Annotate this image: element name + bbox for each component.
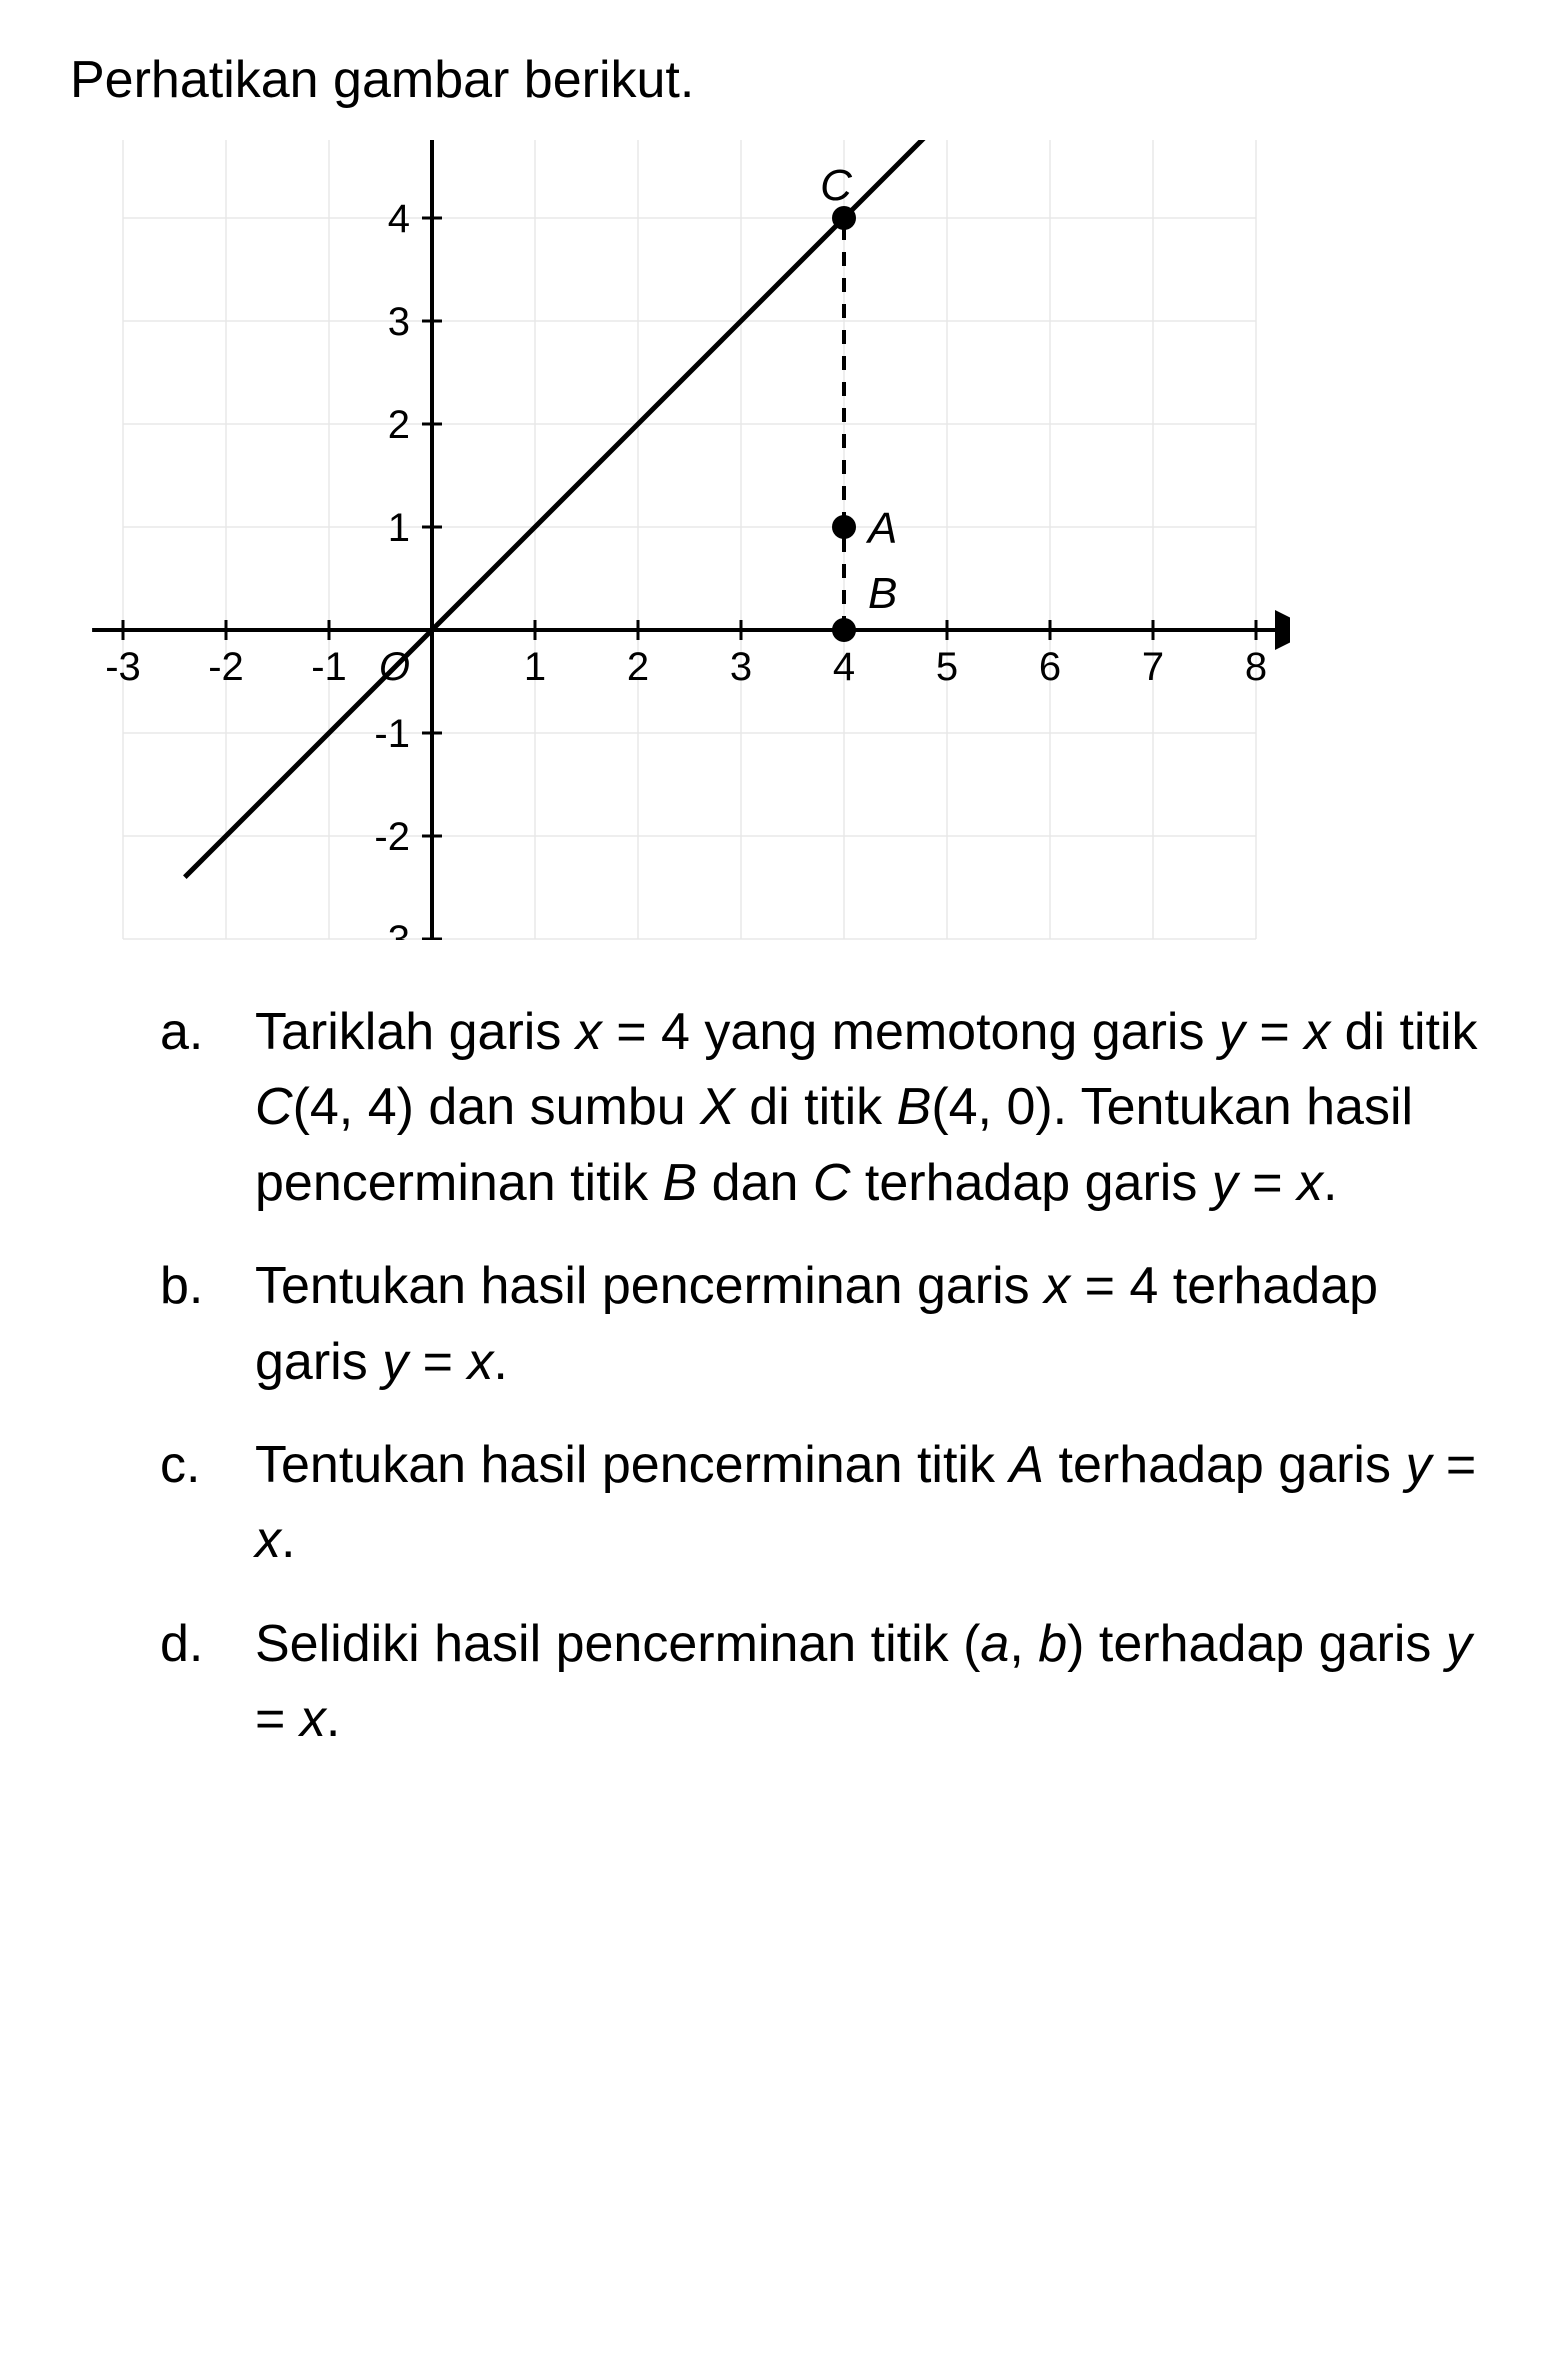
svg-text:1: 1 — [524, 645, 546, 689]
svg-text:4: 4 — [388, 197, 410, 241]
svg-text:2: 2 — [627, 645, 649, 689]
svg-text:7: 7 — [1142, 645, 1164, 689]
svg-text:B: B — [868, 569, 897, 618]
graph-container: -3-2-112345678-3-2-112345XYOy = xCAB — [70, 140, 1495, 945]
svg-text:4: 4 — [833, 645, 855, 689]
question-item: b.Tentukan hasil pencerminan garis x = 4… — [160, 1249, 1495, 1400]
question-text: Tariklah garis x = 4 yang memotong garis… — [255, 995, 1495, 1221]
question-letter: a. — [160, 995, 255, 1221]
question-text: Tentukan hasil pencerminan titik A terha… — [255, 1428, 1495, 1579]
coordinate-graph: -3-2-112345678-3-2-112345XYOy = xCAB — [70, 140, 1290, 940]
instruction-title: Perhatikan gambar berikut. — [70, 50, 1495, 110]
svg-text:-2: -2 — [374, 815, 410, 859]
svg-text:5: 5 — [936, 645, 958, 689]
svg-text:1: 1 — [388, 506, 410, 550]
question-letter: b. — [160, 1249, 255, 1400]
question-letter: d. — [160, 1607, 255, 1758]
svg-text:A: A — [865, 504, 897, 553]
question-item: c.Tentukan hasil pencerminan titik A ter… — [160, 1428, 1495, 1579]
svg-text:-1: -1 — [311, 645, 347, 689]
svg-text:-3: -3 — [374, 918, 410, 940]
svg-text:2: 2 — [388, 403, 410, 447]
svg-text:3: 3 — [730, 645, 752, 689]
svg-text:-2: -2 — [208, 645, 244, 689]
question-letter: c. — [160, 1428, 255, 1579]
question-item: a.Tariklah garis x = 4 yang memotong gar… — [160, 995, 1495, 1221]
question-text: Tentukan hasil pencerminan garis x = 4 t… — [255, 1249, 1495, 1400]
question-list: a.Tariklah garis x = 4 yang memotong gar… — [70, 995, 1495, 1758]
svg-text:8: 8 — [1245, 645, 1267, 689]
svg-text:-3: -3 — [105, 645, 141, 689]
svg-text:C: C — [820, 161, 853, 210]
question-item: d.Selidiki hasil pencerminan titik (a, b… — [160, 1607, 1495, 1758]
svg-text:6: 6 — [1039, 645, 1061, 689]
question-text: Selidiki hasil pencerminan titik (a, b) … — [255, 1607, 1495, 1758]
svg-text:3: 3 — [388, 300, 410, 344]
svg-text:-1: -1 — [374, 712, 410, 756]
